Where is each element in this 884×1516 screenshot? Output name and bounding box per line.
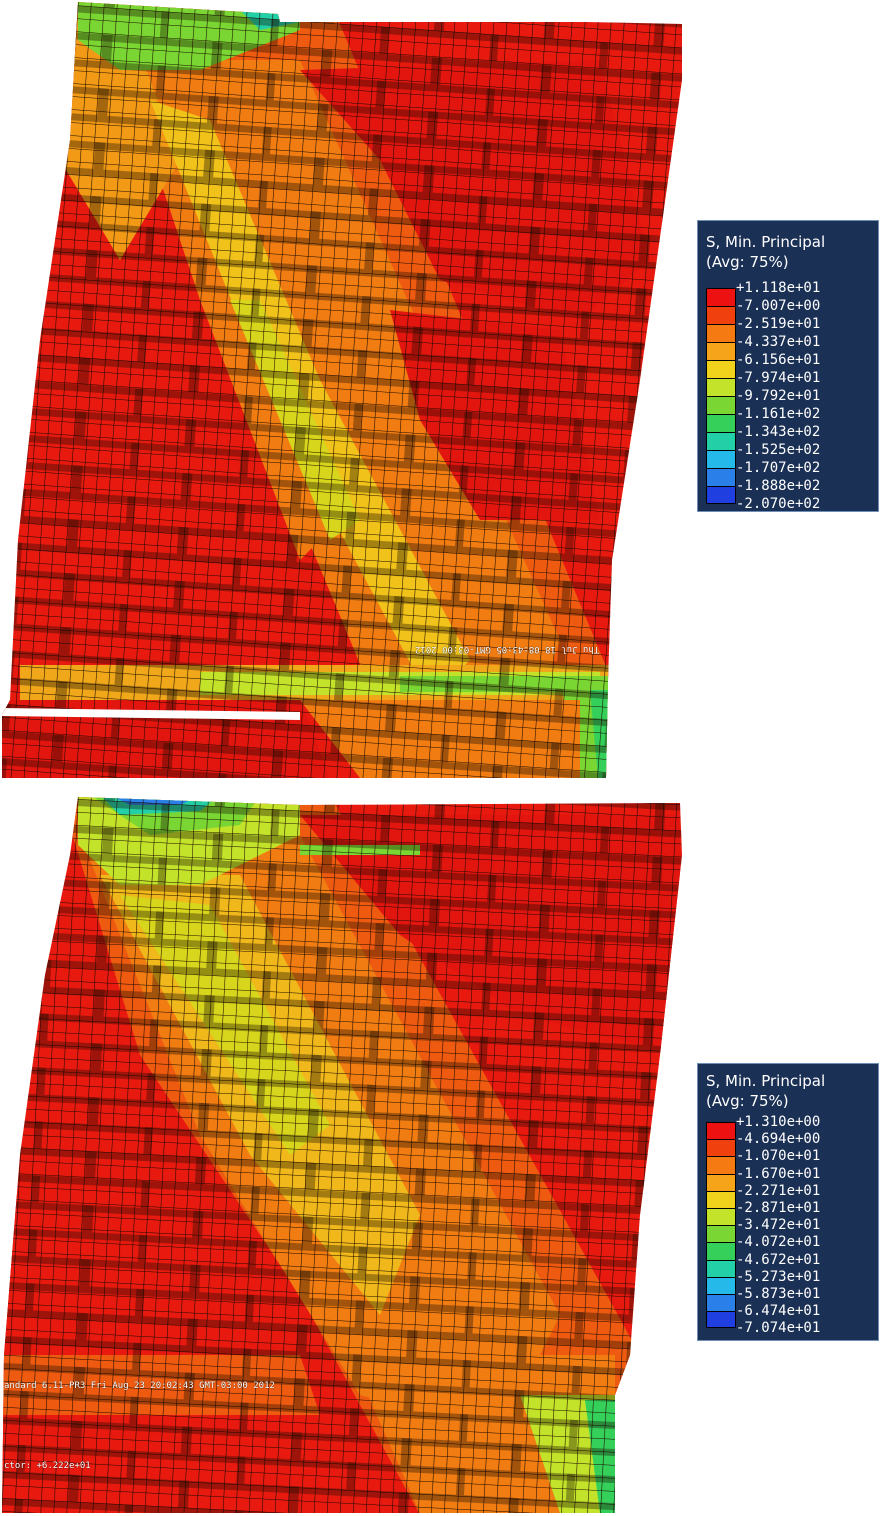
top-contour-plot: [0, 0, 690, 780]
legend-color-swatch: [706, 1190, 736, 1208]
legend-value: -7.074e+01: [736, 1320, 821, 1337]
legend-color-swatch: [706, 288, 736, 306]
legend-value: -6.474e+01: [736, 1303, 821, 1320]
legend-value: -5.873e+01: [736, 1286, 821, 1302]
legend-color-swatch: [706, 1242, 736, 1260]
legend-value: -7.007e+00: [736, 298, 821, 314]
legend-color-swatch: [706, 1122, 736, 1140]
legend-value: -1.161e+02: [736, 406, 821, 422]
legend-value: -1.525e+02: [736, 442, 821, 458]
bottom-timestamp-overlay: andard 6.11-PR3 Fri Aug 23 20:02:43 GMT-…: [4, 1381, 275, 1391]
bottom-contour-svg: [2, 797, 682, 1513]
legend-value: -6.156e+01: [736, 352, 821, 368]
legend-value: -2.070e+02: [736, 496, 821, 512]
legend-color-swatch: [706, 306, 736, 324]
legend-color-swatch: [706, 342, 736, 360]
legend-color-swatch: [706, 468, 736, 486]
legend-color-swatch: [706, 432, 736, 450]
legend-color-swatch: [706, 1225, 736, 1243]
legend-color-swatch: [706, 1156, 736, 1174]
legend-value: +1.118e+01: [736, 280, 821, 296]
legend-color-swatch: [706, 1139, 736, 1157]
legend-value: -1.888e+02: [736, 478, 821, 494]
legend-color-swatch: [706, 1276, 736, 1294]
top-timestamp-overlay: Thu Jul 18 08:43:05 GMT-03:00 2012: [415, 644, 600, 654]
bottom-scale-factor-overlay: ctor: +6.222e+01: [4, 1461, 91, 1471]
legend-value: -2.519e+01: [736, 316, 821, 332]
legend-color-swatch: [706, 378, 736, 396]
legend-color-swatch: [706, 1311, 736, 1329]
top-legend-subtitle: (Avg: 75%): [706, 253, 789, 271]
legend-color-swatch: [706, 1173, 736, 1191]
legend-value: -4.672e+01: [736, 1251, 821, 1268]
legend-value: -2.271e+01: [736, 1182, 821, 1199]
bottom-legend: S, Min. Principal (Avg: 75%) +1.310e+00-…: [697, 1063, 879, 1341]
legend-color-swatch: [706, 1208, 736, 1226]
legend-color-swatch: [706, 360, 736, 378]
bottom-legend-subtitle: (Avg: 75%): [706, 1092, 789, 1110]
legend-value: -4.337e+01: [736, 334, 821, 350]
legend-color-swatch: [706, 450, 736, 468]
legend-value: -1.343e+02: [736, 424, 821, 440]
legend-value: -5.273e+01: [736, 1268, 821, 1285]
legend-color-swatch: [706, 414, 736, 432]
top-contour-svg: [2, 2, 682, 778]
legend-value: -4.694e+00: [736, 1131, 821, 1148]
legend-color-swatch: [706, 396, 736, 414]
bottom-legend-title: S, Min. Principal: [706, 1072, 826, 1090]
top-legend-title: S, Min. Principal: [706, 233, 826, 251]
legend-value: -2.871e+01: [736, 1200, 821, 1216]
legend-value: -4.072e+01: [736, 1234, 821, 1251]
legend-value: -9.792e+01: [736, 388, 821, 404]
legend-color-swatch: [706, 1294, 736, 1312]
legend-value: -1.070e+01: [736, 1148, 821, 1165]
top-legend: S, Min. Principal (Avg: 75%) +1.118e+01 -…: [697, 220, 879, 512]
legend-value: +1.310e+00: [736, 1114, 821, 1130]
legend-color-swatch: [706, 324, 736, 342]
legend-value: -7.974e+01: [736, 370, 821, 386]
bottom-contour-plot: [0, 795, 690, 1516]
legend-value: -1.707e+02: [736, 460, 821, 476]
legend-color-swatch: [706, 486, 736, 504]
legend-value: -1.670e+01: [736, 1165, 821, 1182]
legend-value: -3.472e+01: [736, 1217, 821, 1234]
legend-color-swatch: [706, 1259, 736, 1277]
